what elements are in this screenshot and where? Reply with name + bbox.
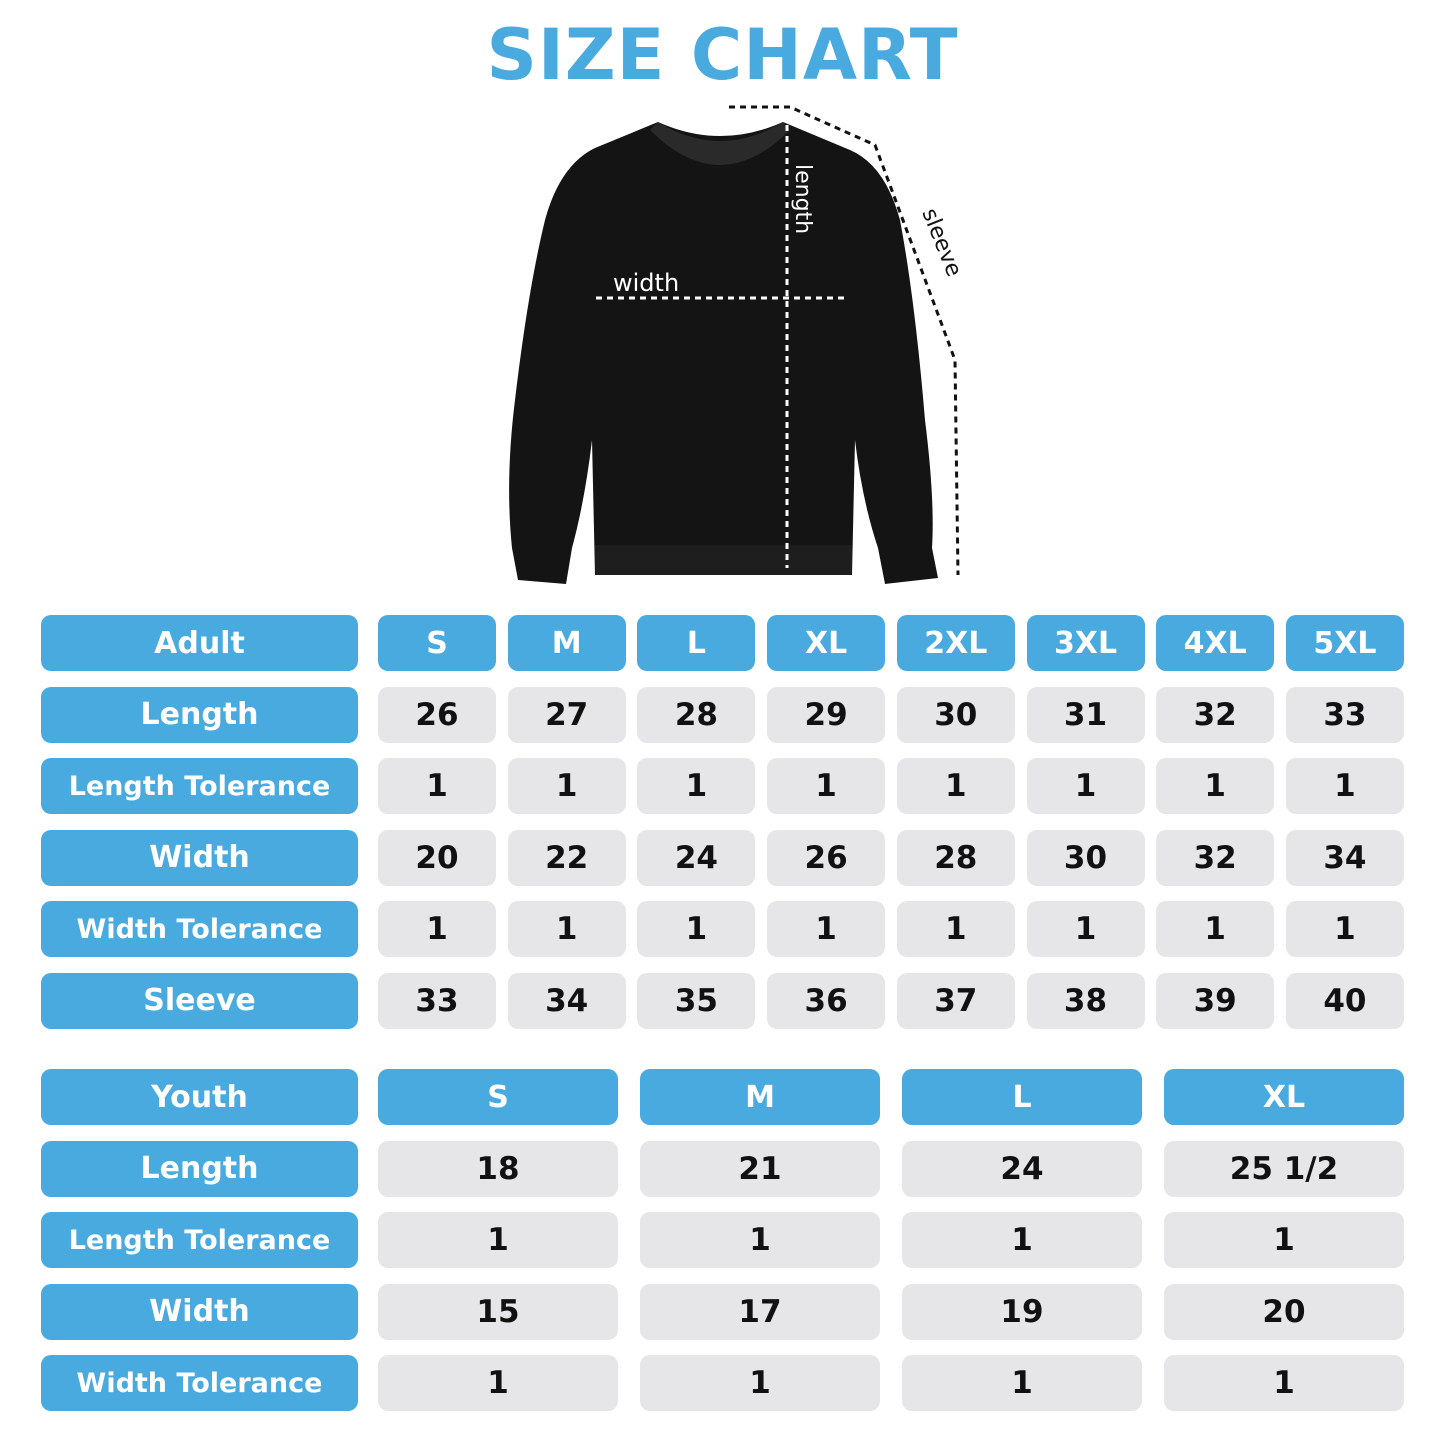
adult-table-header: Adult xyxy=(41,615,358,671)
row-label-length-tolerance: Length Tolerance xyxy=(41,758,358,814)
sweatshirt-icon xyxy=(509,122,938,584)
row-label-length: Length xyxy=(41,686,358,743)
table-cell: 26 xyxy=(767,829,886,886)
size-header-xl: XL xyxy=(1164,1069,1404,1125)
table-cell: 22 xyxy=(507,829,626,886)
size-header-s: S xyxy=(378,615,496,671)
size-header-2xl: 2XL xyxy=(896,615,1015,671)
length-label: length xyxy=(790,164,815,234)
table-cell: 1 xyxy=(378,1212,618,1268)
row-label-length-tolerance: Length Tolerance xyxy=(41,1212,358,1268)
row-label-width: Width xyxy=(41,829,358,886)
table-cell: 1 xyxy=(640,1355,880,1411)
table-cell: 33 xyxy=(1285,686,1404,743)
size-header-5xl: 5XL xyxy=(1285,615,1404,671)
table-cell: 25 1/2 xyxy=(1164,1140,1404,1197)
table-cell: 1 xyxy=(507,758,626,814)
table-cell: 1 xyxy=(1156,758,1275,814)
table-cell: 39 xyxy=(1156,972,1275,1029)
size-header-m: M xyxy=(507,615,626,671)
table-cell: 30 xyxy=(1026,829,1145,886)
table-cell: 27 xyxy=(507,686,626,743)
table-cell: 32 xyxy=(1156,829,1275,886)
table-cell: 24 xyxy=(637,829,756,886)
table-cell: 20 xyxy=(1164,1283,1404,1340)
row-label-length: Length xyxy=(41,1140,358,1197)
table-cell: 19 xyxy=(902,1283,1142,1340)
table-cell: 1 xyxy=(640,1212,880,1268)
table-cell: 1 xyxy=(507,901,626,957)
table-cell: 20 xyxy=(378,829,496,886)
table-cell: 29 xyxy=(767,686,886,743)
table-cell: 1 xyxy=(1164,1212,1404,1268)
size-header-l: L xyxy=(902,1069,1142,1125)
table-cell: 1 xyxy=(1285,901,1404,957)
size-header-4xl: 4XL xyxy=(1156,615,1275,671)
sweatshirt-diagram: width length sleeve xyxy=(509,105,966,584)
table-cell: 31 xyxy=(1026,686,1145,743)
table-cell: 40 xyxy=(1285,972,1404,1029)
width-label: width xyxy=(613,269,679,297)
size-header-3xl: 3XL xyxy=(1026,615,1145,671)
table-cell: 18 xyxy=(378,1140,618,1197)
table-cell: 28 xyxy=(637,686,756,743)
table-cell: 24 xyxy=(902,1140,1142,1197)
table-cell: 1 xyxy=(896,758,1015,814)
table-cell: 1 xyxy=(902,1355,1142,1411)
table-cell: 1 xyxy=(378,901,496,957)
table-cell: 1 xyxy=(1026,901,1145,957)
table-cell: 1 xyxy=(767,901,886,957)
youth-table-header: Youth xyxy=(41,1069,358,1125)
table-cell: 1 xyxy=(637,901,756,957)
table-cell: 1 xyxy=(1164,1355,1404,1411)
sleeve-measure-line xyxy=(729,105,960,576)
row-label-width-tolerance: Width Tolerance xyxy=(41,1355,358,1411)
table-cell: 35 xyxy=(637,972,756,1029)
page-title: SIZE CHART xyxy=(486,14,959,96)
table-cell: 1 xyxy=(378,758,496,814)
table-cell: 1 xyxy=(896,901,1015,957)
sleeve-label: sleeve xyxy=(916,205,966,280)
table-cell: 34 xyxy=(1285,829,1404,886)
table-cell: 33 xyxy=(378,972,496,1029)
table-cell: 34 xyxy=(507,972,626,1029)
table-cell: 17 xyxy=(640,1283,880,1340)
table-cell: 32 xyxy=(1156,686,1275,743)
table-cell: 30 xyxy=(896,686,1015,743)
row-label-width-tolerance: Width Tolerance xyxy=(41,901,358,957)
size-header-m: M xyxy=(640,1069,880,1125)
table-cell: 1 xyxy=(902,1212,1142,1268)
size-header-xl: XL xyxy=(767,615,886,671)
table-cell: 28 xyxy=(896,829,1015,886)
size-header-s: S xyxy=(378,1069,618,1125)
table-cell: 1 xyxy=(637,758,756,814)
row-label-width: Width xyxy=(41,1283,358,1340)
table-cell: 1 xyxy=(378,1355,618,1411)
table-cell: 21 xyxy=(640,1140,880,1197)
table-cell: 36 xyxy=(767,972,886,1029)
table-cell: 37 xyxy=(896,972,1015,1029)
row-label-sleeve: Sleeve xyxy=(41,972,358,1029)
table-cell: 1 xyxy=(1285,758,1404,814)
table-cell: 26 xyxy=(378,686,496,743)
table-cell: 1 xyxy=(1156,901,1275,957)
table-cell: 1 xyxy=(1026,758,1145,814)
table-cell: 38 xyxy=(1026,972,1145,1029)
table-cell: 1 xyxy=(767,758,886,814)
size-header-l: L xyxy=(637,615,756,671)
table-cell: 15 xyxy=(378,1283,618,1340)
